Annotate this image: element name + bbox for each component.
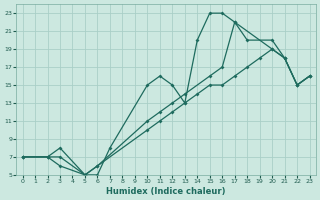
X-axis label: Humidex (Indice chaleur): Humidex (Indice chaleur) [106, 187, 226, 196]
